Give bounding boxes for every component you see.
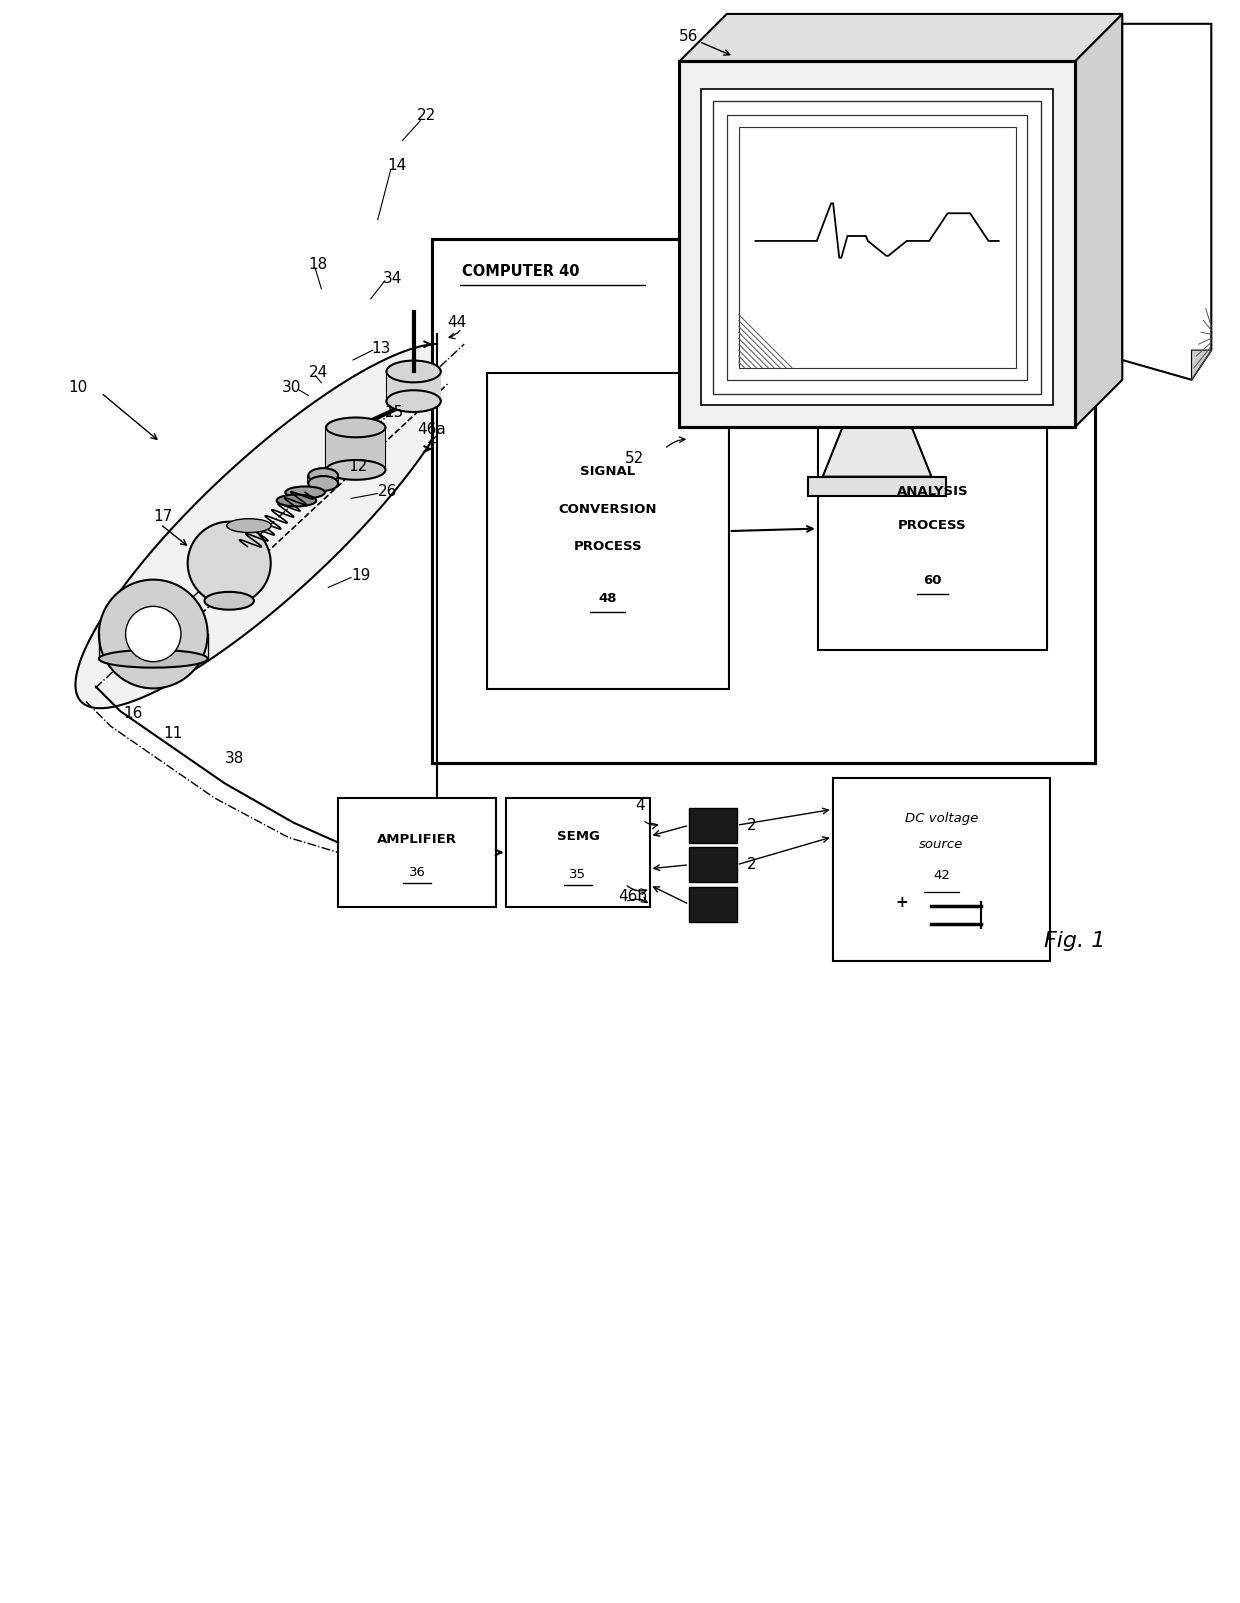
Bar [309, 476, 339, 484]
Polygon shape [1192, 349, 1211, 380]
Bar [832, 779, 1050, 962]
Text: 14: 14 [388, 157, 407, 173]
Text: source: source [919, 838, 963, 851]
Text: +: + [895, 894, 908, 909]
Bar [689, 808, 737, 843]
Text: COMPUTER 40: COMPUTER 40 [461, 263, 579, 279]
Text: 10: 10 [68, 380, 88, 396]
Text: SIGNAL: SIGNAL [580, 465, 635, 478]
Bar [680, 61, 1075, 428]
Text: 42: 42 [932, 869, 950, 882]
Text: SEMG: SEMG [557, 830, 599, 843]
Bar [739, 127, 1016, 369]
Text: 36: 36 [409, 866, 425, 878]
Bar [701, 90, 1053, 406]
Text: 2: 2 [746, 858, 756, 872]
Text: 34: 34 [383, 271, 402, 287]
Bar [713, 101, 1042, 394]
Ellipse shape [387, 390, 440, 412]
Text: 30: 30 [281, 380, 301, 396]
Polygon shape [1075, 14, 1122, 428]
Text: 35: 35 [569, 867, 587, 880]
Bar [387, 372, 441, 401]
Text: AMPLIFIER: AMPLIFIER [377, 834, 458, 846]
Text: 12: 12 [348, 460, 367, 474]
Text: 46b: 46b [618, 890, 647, 904]
Polygon shape [1122, 24, 1211, 380]
Bar [432, 239, 1095, 763]
Ellipse shape [205, 592, 254, 609]
Ellipse shape [326, 460, 386, 479]
Text: 22: 22 [418, 109, 436, 123]
Bar [486, 373, 729, 689]
Text: ANALYSIS: ANALYSIS [897, 484, 968, 497]
Text: 19: 19 [351, 567, 371, 583]
Bar [506, 798, 650, 907]
Text: CONVERSION: CONVERSION [558, 503, 657, 516]
Bar [689, 886, 737, 922]
Bar [817, 407, 1047, 649]
Text: 11: 11 [164, 726, 182, 741]
Text: DC voltage: DC voltage [905, 813, 978, 826]
Text: Fig. 1: Fig. 1 [1044, 931, 1106, 952]
Text: 26: 26 [378, 484, 397, 499]
Text: 16: 16 [124, 707, 143, 721]
Text: 2: 2 [746, 818, 756, 832]
Text: 38: 38 [224, 750, 244, 766]
Circle shape [187, 521, 270, 604]
Ellipse shape [99, 649, 207, 667]
Circle shape [99, 580, 207, 688]
Polygon shape [680, 14, 1122, 61]
Text: 44: 44 [446, 314, 466, 330]
Text: PROCESS: PROCESS [898, 519, 967, 532]
Bar [689, 848, 737, 882]
Bar [326, 428, 386, 470]
Text: 56: 56 [680, 29, 698, 45]
Ellipse shape [309, 476, 339, 491]
Circle shape [125, 606, 181, 662]
Text: 17: 17 [154, 508, 172, 524]
Text: 15: 15 [384, 406, 404, 420]
Text: 18: 18 [309, 256, 327, 271]
Polygon shape [76, 345, 463, 709]
Ellipse shape [326, 417, 386, 438]
Text: 46a: 46a [418, 422, 446, 436]
Ellipse shape [227, 519, 272, 532]
Text: PROCESS: PROCESS [573, 540, 642, 553]
Ellipse shape [387, 361, 440, 383]
Text: 52: 52 [625, 452, 645, 466]
Bar [727, 115, 1028, 380]
Ellipse shape [285, 486, 325, 499]
Text: 48: 48 [599, 592, 616, 604]
Text: 13: 13 [371, 340, 391, 356]
Text: 24: 24 [309, 365, 327, 380]
Polygon shape [822, 428, 931, 476]
Ellipse shape [277, 495, 316, 507]
Ellipse shape [309, 468, 339, 483]
Text: 60: 60 [924, 574, 941, 587]
Bar [339, 798, 496, 907]
Bar [808, 476, 946, 497]
Text: 4: 4 [635, 798, 645, 813]
